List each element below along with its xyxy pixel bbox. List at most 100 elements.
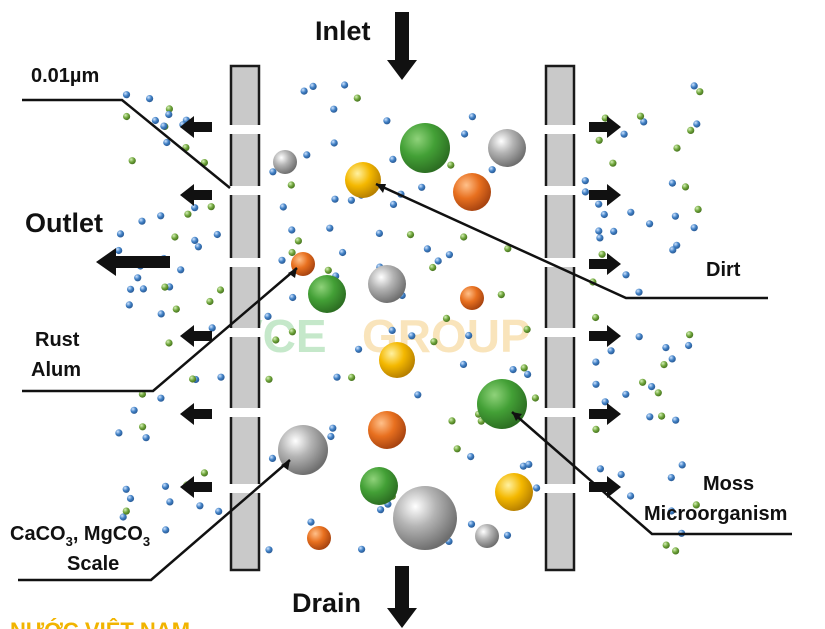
small-green-particle bbox=[595, 136, 603, 144]
small-green-particle bbox=[460, 233, 468, 241]
water-molecule bbox=[138, 217, 146, 225]
water-molecule bbox=[329, 424, 337, 432]
dirt-label: Dirt bbox=[706, 259, 741, 281]
arrow-right-icon bbox=[589, 403, 621, 425]
small-green-particle bbox=[592, 313, 600, 322]
yellow-particle bbox=[379, 342, 415, 378]
water-molecule bbox=[678, 461, 686, 469]
water-molecule bbox=[668, 179, 677, 187]
water-molecule bbox=[635, 333, 643, 341]
water-molecule bbox=[116, 230, 125, 238]
orange-particle bbox=[460, 286, 484, 310]
small-green-particle bbox=[696, 88, 704, 96]
water-molecule bbox=[217, 373, 225, 381]
small-green-particle bbox=[216, 286, 225, 294]
small-green-particle bbox=[288, 248, 296, 257]
small-green-particle bbox=[353, 94, 361, 102]
gray-particle bbox=[488, 129, 526, 167]
arrow-left-icon bbox=[180, 476, 212, 498]
gray-particle bbox=[273, 150, 297, 174]
small-green-particle bbox=[448, 417, 456, 425]
water-molecule bbox=[445, 251, 453, 259]
permeate-arrows bbox=[180, 116, 621, 498]
arrow-right-icon bbox=[589, 184, 621, 206]
alum-label: Alum bbox=[31, 359, 81, 381]
small-green-particle bbox=[662, 541, 670, 549]
water-molecule bbox=[130, 406, 138, 414]
arrow-left-icon bbox=[180, 325, 212, 347]
gray-particle bbox=[393, 486, 457, 550]
small-green-particle bbox=[686, 331, 694, 339]
water-molecule bbox=[196, 502, 204, 510]
water-molecule bbox=[341, 81, 349, 89]
water-molecule bbox=[533, 484, 541, 492]
scale-label: Scale bbox=[67, 553, 119, 575]
water-molecule bbox=[648, 383, 656, 391]
water-molecule bbox=[640, 118, 648, 126]
small-green-particle bbox=[658, 412, 666, 420]
water-molecule bbox=[467, 453, 475, 461]
orange-particle bbox=[307, 526, 331, 550]
small-green-particle bbox=[200, 469, 208, 477]
water-molecule bbox=[468, 113, 476, 121]
water-molecule bbox=[194, 243, 202, 251]
small-green-particle bbox=[523, 325, 531, 333]
water-molecule bbox=[592, 380, 600, 388]
water-molecule bbox=[268, 454, 277, 462]
water-molecule bbox=[600, 210, 608, 219]
water-molecule bbox=[669, 246, 677, 254]
small-green-particle bbox=[609, 159, 617, 167]
water-molecule bbox=[289, 293, 297, 302]
inlet-label: Inlet bbox=[315, 16, 371, 46]
water-molecule bbox=[162, 526, 170, 534]
water-molecule bbox=[160, 122, 168, 130]
water-molecule bbox=[622, 390, 630, 398]
small-green-particle bbox=[687, 126, 695, 134]
small-green-particle bbox=[660, 361, 668, 369]
right-membrane bbox=[543, 64, 577, 572]
water-molecule bbox=[213, 230, 221, 239]
microorganism-label: Microorganism bbox=[644, 503, 787, 525]
water-molecule bbox=[434, 257, 442, 265]
water-molecule bbox=[596, 234, 604, 242]
water-molecule bbox=[423, 245, 431, 253]
small-green-particle bbox=[673, 144, 681, 152]
small-green-particle bbox=[294, 237, 302, 245]
small-green-particle bbox=[128, 157, 136, 165]
water-molecule bbox=[377, 506, 385, 514]
water-molecule bbox=[157, 310, 165, 318]
water-molecule bbox=[690, 224, 698, 232]
small-green-particle bbox=[504, 245, 512, 253]
water-molecule bbox=[524, 370, 532, 378]
water-molecule bbox=[208, 324, 216, 332]
water-molecule bbox=[157, 212, 165, 220]
water-molecule bbox=[408, 332, 416, 340]
small-green-particle bbox=[447, 161, 455, 169]
water-molecule bbox=[142, 434, 150, 442]
arrow-left-icon bbox=[180, 116, 212, 138]
water-molecule bbox=[595, 200, 603, 208]
arrow-left-icon bbox=[180, 184, 212, 206]
moss-leader bbox=[511, 411, 792, 536]
water-molecule bbox=[667, 507, 676, 515]
outlet-arrow-icon bbox=[96, 248, 170, 276]
small-green-particle bbox=[165, 339, 173, 347]
outlet-label: Outlet bbox=[25, 208, 103, 238]
scale-leader bbox=[18, 459, 291, 582]
water-molecule bbox=[358, 545, 366, 553]
water-molecule bbox=[389, 155, 397, 163]
water-molecule bbox=[635, 288, 643, 296]
water-molecule bbox=[115, 246, 123, 255]
water-molecule bbox=[662, 344, 670, 352]
small-green-particle bbox=[430, 338, 438, 346]
water-molecule bbox=[685, 341, 693, 350]
water-molecule bbox=[620, 130, 628, 138]
water-molecule bbox=[177, 266, 185, 274]
small-green-particle bbox=[165, 105, 173, 113]
leader-arrowheads bbox=[281, 184, 522, 470]
water-molecule bbox=[330, 105, 338, 113]
left-membrane bbox=[228, 64, 262, 572]
water-molecule bbox=[279, 203, 287, 211]
small-green-particle bbox=[636, 112, 645, 120]
